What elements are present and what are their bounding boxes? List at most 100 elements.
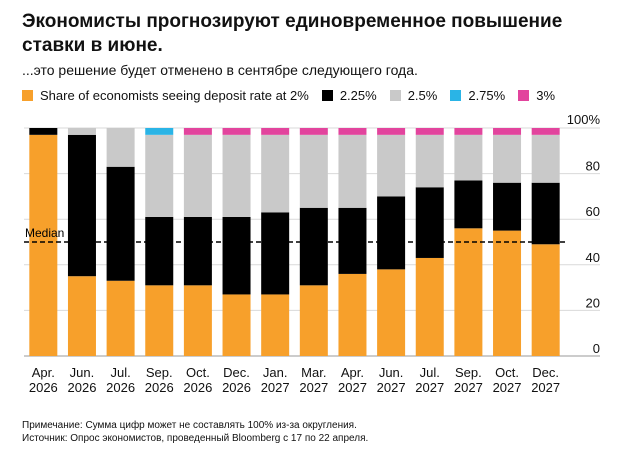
- bar-segment: [377, 196, 406, 270]
- x-tick-label: 2027: [299, 380, 328, 395]
- bar-segment: [145, 216, 174, 286]
- bar-segment: [106, 128, 135, 167]
- x-tick-label: Jun.: [70, 365, 95, 380]
- legend-label: 3%: [536, 87, 556, 103]
- y-tick-label: 40: [586, 250, 600, 265]
- x-tick-label: 2027: [415, 380, 444, 395]
- x-tick-label: Jun.: [379, 365, 404, 380]
- bar-segment: [145, 128, 174, 135]
- bar-segment: [145, 134, 174, 217]
- x-tick-label: Dec.: [223, 365, 250, 380]
- footnote-source: Источник: Опрос экономистов, проведенный…: [22, 433, 369, 444]
- x-tick-label: 2027: [531, 380, 560, 395]
- y-tick-label: 80: [586, 159, 600, 174]
- median-label: Median: [25, 226, 64, 240]
- legend-label: 2.25%: [339, 87, 377, 103]
- x-tick-label: Oct.: [186, 365, 210, 380]
- chart-title: Экономисты прогнозируют единовременное п…: [22, 11, 563, 56]
- bar-segment: [338, 273, 367, 356]
- y-tick-label: 0: [593, 341, 600, 356]
- bar-segment: [222, 216, 251, 295]
- x-tick-label: Sep.: [146, 365, 173, 380]
- bar-segment: [145, 285, 174, 356]
- bar-segment: [454, 180, 483, 229]
- x-tick-label: Dec.: [532, 365, 559, 380]
- bar-segment: [493, 128, 522, 135]
- legend-swatch: [450, 89, 462, 101]
- bar-segment: [29, 134, 58, 356]
- bar-segment: [29, 128, 58, 135]
- x-tick-label: 2027: [338, 380, 367, 395]
- bar-segment: [415, 257, 444, 356]
- x-tick-label: Jan.: [263, 365, 288, 380]
- bar-segment: [183, 285, 212, 356]
- y-tick-label: 20: [586, 295, 600, 310]
- bar-segment: [261, 294, 290, 356]
- bar-segment: [222, 134, 251, 217]
- chart-subtitle: ...это решение будет отменено в сентябре…: [22, 62, 418, 78]
- x-tick-label: 2026: [106, 380, 135, 395]
- bar-segment: [454, 128, 483, 135]
- x-tick-label: Apr.: [32, 365, 55, 380]
- bar-segment: [338, 134, 367, 208]
- legend-item: 2.25%: [321, 87, 377, 103]
- x-tick-label: Sep.: [455, 365, 482, 380]
- legend-label: 2.5%: [407, 87, 438, 103]
- bar-segment: [415, 134, 444, 188]
- legend-swatch: [518, 89, 530, 101]
- x-tick-label: Jul.: [420, 365, 440, 380]
- bar-segment: [493, 230, 522, 356]
- bar-segment: [454, 228, 483, 356]
- bar-segment: [183, 134, 212, 217]
- bar-segment: [531, 128, 560, 135]
- bar-segment: [377, 128, 406, 135]
- bar-segment: [222, 294, 251, 356]
- bar-segment: [299, 285, 328, 356]
- x-tick-label: 2027: [493, 380, 522, 395]
- bar-segment: [222, 128, 251, 135]
- bar-segment: [454, 134, 483, 181]
- bar-segment: [493, 134, 522, 183]
- bar-segment: [338, 128, 367, 135]
- bar-segment: [377, 134, 406, 197]
- x-tick-label: 2026: [68, 380, 97, 395]
- legend-swatch: [389, 89, 401, 101]
- x-tick-label: 2027: [454, 380, 483, 395]
- bar-segment: [183, 128, 212, 135]
- bar-segment: [531, 244, 560, 356]
- legend: Share of economists seeing deposit rate …: [22, 86, 568, 104]
- bar-segment: [261, 212, 290, 295]
- legend-swatch: [321, 89, 333, 101]
- bar-segment: [299, 134, 328, 208]
- bar-segment: [67, 134, 96, 277]
- bar-segment: [377, 269, 406, 356]
- bar-segment: [415, 187, 444, 258]
- x-tick-label: 2027: [377, 380, 406, 395]
- legend-item: 3%: [518, 88, 555, 103]
- footnote-note: Примечание: Сумма цифр может не составля…: [22, 420, 357, 431]
- bar-segment: [183, 216, 212, 286]
- bar-segment: [531, 182, 560, 245]
- bar-segment: [67, 276, 96, 356]
- bar-segment: [338, 207, 367, 274]
- y-tick-label: 60: [586, 204, 600, 219]
- bar-segment: [299, 207, 328, 286]
- y-tick-label: 100%: [567, 112, 601, 127]
- legend-item: 2.75%: [450, 88, 505, 103]
- x-tick-label: 2026: [183, 380, 212, 395]
- x-tick-label: 2026: [29, 380, 58, 395]
- bar-segment: [106, 280, 135, 356]
- bar-segment: [106, 166, 135, 281]
- bar-segment: [299, 128, 328, 135]
- x-tick-label: Oct.: [495, 365, 519, 380]
- legend-label: Share of economists seeing deposit rate …: [40, 87, 309, 103]
- bar-segment: [415, 128, 444, 135]
- x-tick-label: Apr.: [341, 365, 364, 380]
- bar-segment: [261, 128, 290, 135]
- x-tick-label: 2027: [261, 380, 290, 395]
- bar-segment: [531, 134, 560, 183]
- x-tick-label: Jul.: [110, 365, 130, 380]
- x-tick-label: 2026: [222, 380, 251, 395]
- bar-segment: [493, 182, 522, 231]
